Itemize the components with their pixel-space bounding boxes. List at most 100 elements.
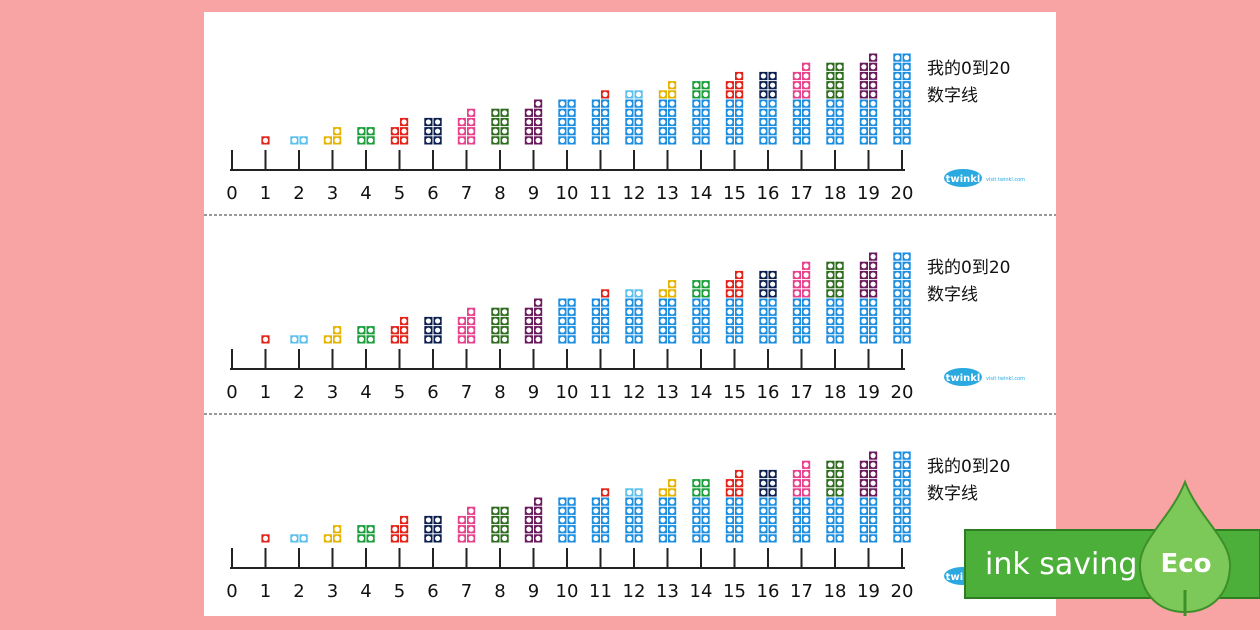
hole [636, 535, 642, 542]
hole [636, 137, 642, 143]
hole [502, 110, 508, 116]
hole [660, 110, 666, 116]
hole [425, 535, 431, 542]
hole [727, 309, 733, 315]
hole [593, 526, 599, 532]
hole [803, 309, 809, 315]
hole [468, 318, 474, 324]
number-strip: 0 1 2 3 4 5 6 7 8 9 10 11 12 13 14 15 16 17 18 19 20我的0到20数字… [226, 252, 1025, 403]
number-label: 7 [461, 382, 472, 403]
number-shape [457, 108, 476, 145]
hole [602, 526, 608, 532]
number-label: 13 [656, 382, 679, 403]
hole [358, 137, 364, 143]
hole [837, 119, 843, 125]
hole [770, 499, 776, 505]
hole [693, 480, 700, 486]
hole [827, 336, 834, 342]
badge-label: Eco [1160, 549, 1211, 579]
hole [794, 336, 800, 342]
hole [894, 82, 901, 88]
logo-cloud [944, 368, 982, 386]
hole [669, 281, 675, 287]
hole [703, 110, 709, 116]
hole [837, 336, 843, 342]
hole [904, 318, 910, 324]
hole [526, 309, 532, 315]
hole [401, 119, 407, 125]
hole [468, 119, 474, 125]
hole [861, 110, 867, 116]
hole [262, 336, 269, 342]
hole [535, 535, 541, 542]
hole [669, 91, 675, 97]
hole [492, 110, 498, 116]
hole [636, 499, 642, 505]
hole [626, 526, 633, 532]
hole [770, 137, 776, 143]
hole [827, 110, 834, 116]
hole [602, 489, 608, 495]
hole [660, 91, 666, 97]
number-shape [591, 289, 610, 344]
hole [894, 453, 901, 459]
hole [401, 327, 407, 333]
hole [334, 128, 340, 134]
hole [827, 471, 834, 477]
hole [727, 526, 733, 532]
hole [660, 119, 666, 125]
hole [794, 517, 800, 523]
hole [492, 535, 498, 542]
number-shape [261, 534, 270, 543]
hole [894, 263, 901, 269]
hole [760, 281, 767, 287]
hole [526, 110, 532, 116]
hole [660, 526, 666, 532]
hole [602, 327, 608, 333]
hole [870, 489, 876, 495]
hole [837, 300, 843, 306]
number-shape [390, 316, 409, 344]
hole [693, 128, 700, 134]
hole [770, 471, 776, 477]
hole [626, 318, 633, 324]
hole [703, 300, 709, 306]
number-label: 5 [394, 183, 405, 204]
hole [760, 73, 767, 79]
hole [636, 489, 642, 495]
hole [861, 535, 867, 542]
number-shape [424, 515, 442, 543]
hole [861, 73, 867, 79]
hole [569, 110, 575, 116]
hole [703, 327, 709, 333]
number-shape [625, 488, 643, 543]
number-label: 12 [623, 581, 646, 602]
hole [492, 309, 498, 315]
hole [760, 480, 767, 486]
hole [794, 272, 800, 278]
hole [770, 526, 776, 532]
hole [569, 119, 575, 125]
hole [693, 318, 700, 324]
hole [727, 480, 733, 486]
number-shape [290, 534, 308, 543]
hole [861, 64, 867, 70]
hole [492, 526, 498, 532]
hole [559, 101, 566, 107]
hole [904, 327, 910, 333]
hole [435, 137, 441, 143]
hole [861, 300, 867, 306]
number-shape [524, 298, 543, 344]
hole [693, 327, 700, 333]
hole [459, 327, 465, 333]
hole [870, 110, 876, 116]
hole [736, 526, 742, 532]
hole [794, 526, 800, 532]
hole [760, 119, 767, 125]
hole [827, 281, 834, 287]
hole [794, 318, 800, 324]
hole [760, 499, 767, 505]
hole [526, 119, 532, 125]
hole [803, 263, 809, 269]
hole [827, 300, 834, 306]
